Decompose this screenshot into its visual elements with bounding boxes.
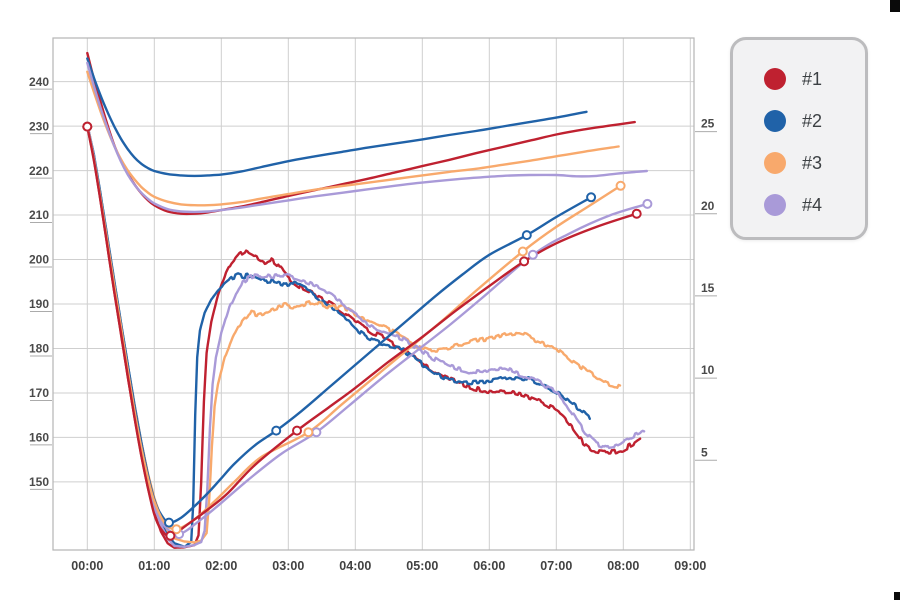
- axis-labels: 150 160 170 180 190 200 210 220 230 240 5 10 15 20 25 0…: [29, 75, 717, 573]
- x-axis-tick-label: 00:00: [71, 559, 103, 573]
- legend-item-1[interactable]: #1: [733, 58, 865, 100]
- y-axis-left-tick-label: 230: [29, 119, 49, 133]
- data-point-marker-1-accum: [82, 121, 93, 132]
- y-axis-left-tick-label: 160: [29, 431, 49, 445]
- gridlines: [53, 38, 694, 550]
- series-2-dot-icon: [764, 110, 786, 132]
- legend-item-3[interactable]: #3: [733, 142, 865, 184]
- data-point-marker-1-accum: [292, 425, 302, 436]
- series-1-dot-icon: [764, 68, 786, 90]
- y-axis-right-tick-label: 15: [701, 281, 715, 295]
- legend-item-label: #2: [802, 111, 823, 131]
- series-line-1-accum: [86, 125, 638, 538]
- y-axis-right-tick-label: 10: [701, 363, 715, 377]
- x-axis-tick-label: 04:00: [339, 559, 371, 573]
- data-point-marker-2-accum: [521, 230, 532, 241]
- x-axis-tick-label: 06:00: [473, 559, 505, 573]
- y-axis-right-tick-label: 5: [701, 445, 708, 459]
- x-axis-tick-label: 03:00: [272, 559, 304, 573]
- data-point-marker-3-accum: [517, 246, 528, 257]
- x-axis-tick-label: 08:00: [607, 559, 639, 573]
- legend-item-label: #1: [802, 69, 823, 89]
- x-axis-tick-label: 02:00: [205, 559, 237, 573]
- data-point-marker-4-accum: [527, 249, 538, 260]
- y-axis-right-tick-label: 20: [701, 199, 715, 213]
- x-axis-tick-label: 05:00: [406, 559, 438, 573]
- y-axis-left-tick-label: 190: [29, 297, 49, 311]
- series-line-3-main: [86, 123, 622, 544]
- series-layer: [86, 51, 649, 549]
- data-point-marker-1-accum: [631, 208, 642, 219]
- screen-artifact-bottom-right: [894, 592, 900, 600]
- legend-item-4[interactable]: #4: [733, 184, 865, 226]
- y-axis-left-tick-label: 220: [29, 164, 49, 178]
- x-axis-tick-label: 01:00: [138, 559, 170, 573]
- data-point-marker-4-accum: [311, 427, 322, 438]
- series-line-4-main: [86, 123, 646, 549]
- screen-artifact-top-right: [890, 0, 900, 12]
- plot-border: [52, 37, 695, 551]
- data-point-marker-2-accum: [586, 192, 597, 203]
- data-point-marker-4-accum: [642, 198, 653, 209]
- data-point-marker-3-accum: [303, 427, 314, 438]
- y-axis-left-tick-label: 150: [29, 475, 49, 489]
- series-line-2-upper: [86, 57, 588, 178]
- series-markers: [82, 121, 653, 541]
- x-axis-tick-label: 07:00: [540, 559, 572, 573]
- y-axis-left-tick-label: 240: [29, 75, 49, 89]
- data-point-marker-2-accum: [164, 517, 174, 528]
- x-axis-tick-label: 09:00: [674, 559, 706, 573]
- y-axis-left-tick-label: 200: [29, 253, 49, 267]
- series-3-dot-icon: [764, 152, 786, 174]
- y-axis-left-tick-label: 180: [29, 342, 49, 356]
- legend-item-label: #4: [802, 195, 823, 215]
- data-point-marker-3-accum: [171, 524, 182, 535]
- data-point-marker-1-accum: [519, 256, 530, 267]
- series-line-1-main: [86, 123, 642, 549]
- data-point-marker-3-accum: [615, 180, 626, 191]
- legend-item-label: #3: [802, 153, 823, 173]
- y-axis-right-tick-label: 25: [701, 117, 715, 131]
- data-point-marker-1-accum: [165, 530, 176, 541]
- series-line-4-upper: [86, 61, 648, 214]
- series-4-dot-icon: [764, 194, 786, 216]
- data-point-marker-2-accum: [271, 425, 282, 436]
- y-axis-left-tick-label: 210: [29, 208, 49, 222]
- y-axis-left-tick-label: 170: [29, 386, 49, 400]
- legend: #1 #2 #3 #4: [730, 37, 868, 240]
- legend-item-2[interactable]: #2: [733, 100, 865, 142]
